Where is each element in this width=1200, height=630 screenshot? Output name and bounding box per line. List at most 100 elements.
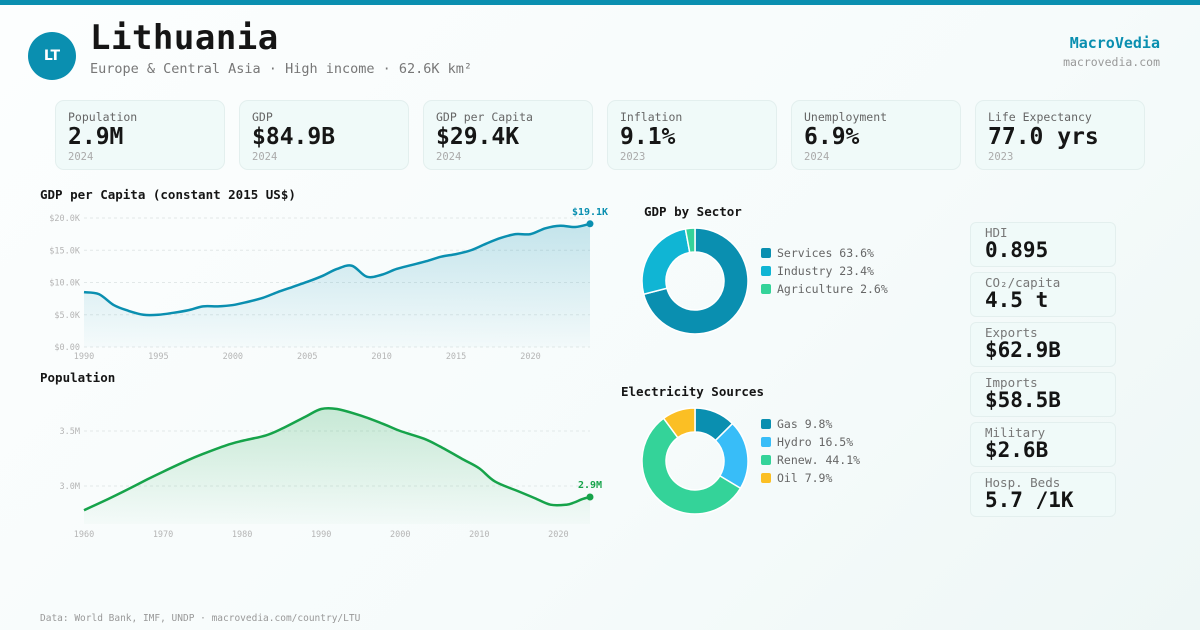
stat-value: $2.6B — [985, 438, 1049, 462]
y-tick-label: $5.0K — [54, 311, 80, 321]
side-stats: HDI 0.895 CO₂/capita 4.5 t Exports $62.9… — [970, 222, 1116, 522]
gdp-per-capita-chart-title: GDP per Capita (constant 2015 US$) — [40, 187, 296, 202]
kpi-label: Unemployment — [804, 110, 888, 124]
legend-label: Gas 9.8% — [777, 417, 833, 431]
kpi-label: Population — [68, 110, 138, 124]
legend-swatch — [761, 284, 771, 294]
kpi-card-population: Population 2.9M 2024 — [55, 100, 225, 170]
gdp-by-sector-title: GDP by Sector — [644, 204, 742, 219]
stat-card-hospital-beds: Hosp. Beds 5.7 /1K — [970, 472, 1116, 517]
legend-label: Oil 7.9% — [777, 471, 833, 485]
y-tick-label: $20.0K — [49, 214, 81, 224]
legend-swatch — [761, 248, 771, 258]
stat-label: CO₂/capita — [985, 275, 1061, 290]
kpi-value: 6.9% — [804, 124, 860, 150]
kpi-year: 2024 — [68, 151, 94, 163]
kpi-card-gdp-per-capita: GDP per Capita $29.4K 2024 — [423, 100, 593, 170]
population-chart-title: Population — [40, 370, 116, 385]
kpi-row: Population 2.9M 2024 GDP $84.9B 2024 GDP… — [55, 100, 1145, 170]
kpi-value: $29.4K — [436, 124, 520, 150]
kpi-year: 2024 — [804, 151, 830, 163]
stat-value: 5.7 /1K — [985, 488, 1074, 512]
population-chart: 3.0M 3.5M 1960 1970 1980 1990 2000 2010 2020 2.9M — [60, 406, 602, 540]
stat-card-imports: Imports $58.5B — [970, 372, 1116, 417]
x-tick-label: 1970 — [153, 530, 173, 540]
legend-swatch — [761, 266, 771, 276]
donut-slice-renew — [641, 417, 742, 515]
stat-card-co2: CO₂/capita 4.5 t — [970, 272, 1116, 317]
y-tick-label: $15.0K — [49, 246, 81, 256]
y-tick-label: $10.0K — [49, 279, 81, 289]
kpi-value: $84.9B — [252, 124, 336, 150]
country-subtitle: Europe & Central Asia · High income · 62… — [90, 61, 473, 77]
page-title: Lithuania — [90, 18, 279, 58]
kpi-card-inflation: Inflation 9.1% 2023 — [607, 100, 777, 170]
x-tick-label: 1960 — [74, 530, 94, 540]
legend-label: Hydro 16.5% — [777, 435, 854, 449]
x-tick-label: 2005 — [297, 352, 317, 362]
legend-swatch — [761, 455, 771, 465]
x-tick-label: 1980 — [232, 530, 252, 540]
legend-item-agriculture: Agriculture 2.6% — [761, 280, 888, 298]
kpi-label: GDP per Capita — [436, 110, 533, 124]
kpi-year: 2023 — [988, 151, 1014, 163]
stat-label: Hosp. Beds — [985, 475, 1061, 490]
end-value-label: $19.1K — [572, 207, 608, 218]
kpi-value: 9.1% — [620, 124, 676, 150]
gdp-per-capita-chart: $0.00 $5.0K $10.0K $15.0K $20.0K 1990 1995 2000… — [49, 207, 608, 362]
stat-label: Imports — [985, 375, 1038, 390]
kpi-year: 2024 — [252, 151, 278, 163]
x-tick-label: 1995 — [148, 352, 168, 362]
y-tick-label: $0.00 — [54, 343, 80, 353]
x-tick-label: 2000 — [223, 352, 243, 362]
y-tick-label: 3.5M — [60, 427, 80, 437]
gdp-by-sector-legend: Services 63.6% Industry 23.4% Agricultur… — [761, 244, 888, 298]
x-tick-label: 2020 — [548, 530, 568, 540]
stat-card-military: Military $2.6B — [970, 422, 1116, 467]
legend-item-oil: Oil 7.9% — [761, 469, 860, 487]
legend-label: Services 63.6% — [777, 246, 874, 260]
x-tick-label: 2015 — [446, 352, 466, 362]
stat-value: $62.9B — [985, 338, 1061, 362]
brand-logo[interactable]: MacroVedia — [1069, 34, 1160, 52]
legend-item-hydro: Hydro 16.5% — [761, 433, 860, 451]
area-fill — [84, 223, 590, 347]
kpi-label: GDP — [252, 110, 273, 124]
stat-label: Military — [985, 425, 1046, 440]
x-tick-label: 2010 — [469, 530, 489, 540]
legend-item-services: Services 63.6% — [761, 244, 888, 262]
donut-slice-industry — [641, 228, 691, 296]
legend-item-gas: Gas 9.8% — [761, 415, 860, 433]
electricity-sources-donut — [641, 407, 749, 515]
area-fill — [84, 408, 590, 524]
kpi-year: 2023 — [620, 151, 646, 163]
brand-url-link[interactable]: macrovedia.com — [1063, 55, 1160, 69]
x-tick-label: 1990 — [311, 530, 331, 540]
data-source-footer: Data: World Bank, IMF, UNDP · macrovedia… — [40, 613, 361, 624]
country-avatar: LT — [28, 32, 76, 80]
end-point-marker — [586, 220, 594, 228]
legend-label: Industry 23.4% — [777, 264, 874, 278]
kpi-value: 2.9M — [68, 124, 124, 150]
x-tick-label: 2020 — [520, 352, 540, 362]
avatar-initials: LT — [43, 48, 61, 64]
legend-label: Renew. 44.1% — [777, 453, 861, 467]
electricity-sources-title: Electricity Sources — [621, 384, 764, 399]
electricity-sources-legend: Gas 9.8% Hydro 16.5% Renew. 44.1% Oil 7.… — [761, 415, 860, 487]
stat-value: 4.5 t — [985, 288, 1049, 312]
kpi-card-life-expectancy: Life Expectancy 77.0 yrs 2023 — [975, 100, 1145, 170]
legend-swatch — [761, 419, 771, 429]
legend-item-industry: Industry 23.4% — [761, 262, 888, 280]
stat-label: Exports — [985, 325, 1038, 340]
legend-swatch — [761, 473, 771, 483]
kpi-value: 77.0 yrs — [988, 124, 1099, 150]
stat-value: 0.895 — [985, 238, 1049, 262]
donut-slice-oil — [662, 407, 696, 439]
kpi-card-unemployment: Unemployment 6.9% 2024 — [791, 100, 961, 170]
kpi-card-gdp: GDP $84.9B 2024 — [239, 100, 409, 170]
stat-card-hdi: HDI 0.895 — [970, 222, 1116, 267]
x-tick-label: 2000 — [390, 530, 410, 540]
legend-swatch — [761, 437, 771, 447]
top-accent-bar — [0, 0, 1200, 5]
stat-value: $58.5B — [985, 388, 1061, 412]
